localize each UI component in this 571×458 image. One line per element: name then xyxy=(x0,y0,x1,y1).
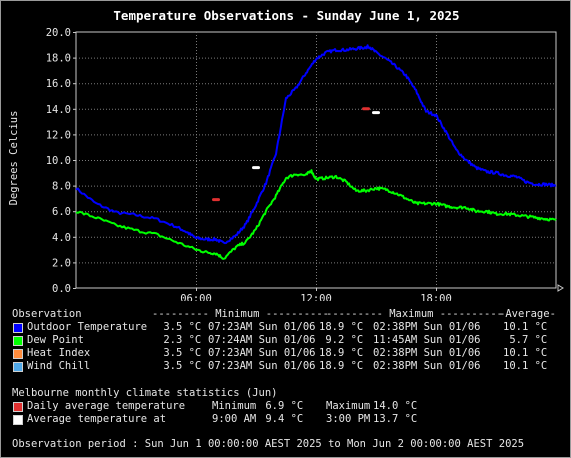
average-value: 10.1 °C xyxy=(503,321,548,333)
legend-swatch xyxy=(13,336,23,346)
min-value: 3.5 °C xyxy=(157,347,202,359)
climate-marker xyxy=(252,166,260,170)
temperature-chart: 0.0 2.0 4.0 6.0 8.0 10.0 12.0 14.0 16.0 18.0 20.0 0… xyxy=(8,27,564,301)
header-minimum: --------- Minimum ---------- xyxy=(152,308,330,320)
max-value: 18.9 °C xyxy=(319,360,364,372)
y-tick-label: 0.0 xyxy=(52,283,71,295)
series-line-outdoor-temperature xyxy=(75,44,557,245)
climate-col1-label: 9:00 AM xyxy=(212,413,257,425)
climate-swatch xyxy=(13,402,23,412)
observation-row: Wind Chill 3.5 °C 07:23AM Sun 01/06 18.9 °… xyxy=(12,360,562,373)
min-time: 07:23AM Sun 01/06 xyxy=(208,347,316,359)
min-time: 07:23AM Sun 01/06 xyxy=(208,360,316,372)
series-line-dew-point xyxy=(75,169,557,260)
observation-row: Heat Index 3.5 °C 07:23AM Sun 01/06 18.9 °… xyxy=(12,347,562,360)
header-average: -Average- xyxy=(499,308,556,320)
x-axis-arrow-icon xyxy=(557,284,564,292)
y-tick-label: 14.0 xyxy=(46,104,71,116)
max-time: 02:38PM Sun 01/06 xyxy=(373,360,481,372)
y-tick-label: 8.0 xyxy=(52,181,71,193)
climate-col2-value: 14.0 °C xyxy=(373,400,418,412)
climate-col2-value: 13.7 °C xyxy=(373,413,418,425)
y-tick-label: 12.0 xyxy=(46,129,71,141)
average-value: 5.7 °C xyxy=(503,334,548,346)
x-tick-label: 18:00 xyxy=(420,293,452,301)
series-label: Wind Chill xyxy=(27,360,91,372)
average-value: 10.1 °C xyxy=(503,347,548,359)
max-value: 9.2 °C xyxy=(319,334,364,346)
legend-swatch xyxy=(13,349,23,359)
legend-swatch xyxy=(13,323,23,333)
max-time: 11:45AM Sun 01/06 xyxy=(373,334,481,346)
climate-label: Average temperature at xyxy=(27,413,167,425)
header-maximum: --------- Maximum ---------- xyxy=(326,308,504,320)
y-tick-label: 6.0 xyxy=(52,206,71,218)
min-value: 3.5 °C xyxy=(157,321,202,333)
climate-marker xyxy=(372,111,380,115)
y-axis-label: Degrees Celcius xyxy=(8,111,20,206)
header-observation: Observation xyxy=(12,308,82,320)
y-tick-label: 4.0 xyxy=(52,232,71,244)
climate-col1-value: 9.4 °C xyxy=(259,413,304,425)
min-time: 07:24AM Sun 01/06 xyxy=(208,334,316,346)
y-tick-label: 2.0 xyxy=(52,257,71,269)
climate-heading: Melbourne monthly climate statistics (Ju… xyxy=(12,387,278,399)
x-tick-label: 06:00 xyxy=(180,293,212,301)
climate-col1-value: 6.9 °C xyxy=(259,400,304,412)
y-tick-label: 16.0 xyxy=(46,78,71,90)
observation-row: Dew Point 2.3 °C 07:24AM Sun 01/06 9.2 °C… xyxy=(12,334,562,347)
climate-label: Daily average temperature xyxy=(27,400,186,412)
y-tick-label: 10.0 xyxy=(46,155,71,167)
min-value: 2.3 °C xyxy=(157,334,202,346)
observation-header-row: Observation --------- Minimum ----------… xyxy=(12,308,562,321)
max-value: 18.9 °C xyxy=(319,321,364,333)
climate-row: Daily average temperature Minimum 6.9 °C M… xyxy=(12,400,562,413)
max-time: 02:38PM Sun 01/06 xyxy=(373,347,481,359)
climate-col1-label: Minimum xyxy=(212,400,257,412)
min-time: 07:23AM Sun 01/06 xyxy=(208,321,316,333)
climate-col2-label: 3:00 PM xyxy=(326,413,371,425)
min-value: 3.5 °C xyxy=(157,360,202,372)
legend-swatch xyxy=(13,362,23,372)
climate-swatch xyxy=(13,415,23,425)
max-time: 02:38PM Sun 01/06 xyxy=(373,321,481,333)
series-label: Heat Index xyxy=(27,347,91,359)
y-tick-label: 18.0 xyxy=(46,53,71,65)
climate-col2-label: Maximum xyxy=(326,400,371,412)
series-label: Dew Point xyxy=(27,334,84,346)
climate-marker xyxy=(212,198,220,202)
observation-period: Observation period : Sun Jun 1 00:00:00 … xyxy=(12,438,525,450)
climate-row: Average temperature at 9:00 AM 9.4 °C 3:00… xyxy=(12,413,562,426)
series-label: Outdoor Temperature xyxy=(27,321,148,333)
observation-row: Outdoor Temperature 3.5 °C 07:23AM Sun 01… xyxy=(12,321,562,334)
max-value: 18.9 °C xyxy=(319,347,364,359)
chart-title: Temperature Observations - Sunday June 1… xyxy=(113,8,460,23)
x-tick-label: 12:00 xyxy=(300,293,332,301)
y-tick-label: 20.0 xyxy=(46,27,71,39)
climate-marker xyxy=(362,107,370,111)
average-value: 10.1 °C xyxy=(503,360,548,372)
